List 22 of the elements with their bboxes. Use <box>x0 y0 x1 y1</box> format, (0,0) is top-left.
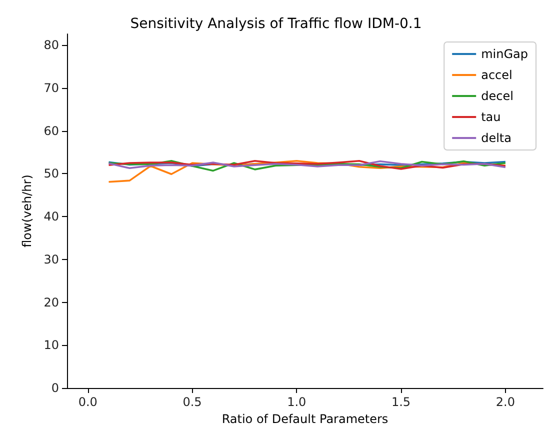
y-tick-label: 0 <box>51 381 59 395</box>
y-tick-label: 40 <box>44 210 59 224</box>
chart-title: Sensitivity Analysis of Traffic flow IDM-0.1 <box>130 16 422 32</box>
legend-label: delta <box>481 131 512 145</box>
legend-label: tau <box>481 110 501 124</box>
y-tick-label: 70 <box>44 81 59 95</box>
y-tick-label: 50 <box>44 166 59 181</box>
x-tick-label: 0.5 <box>182 395 202 409</box>
y-tick-label: 10 <box>44 338 59 352</box>
y-tick-label: 80 <box>44 38 59 52</box>
x-tick-label: 2.0 <box>496 395 515 409</box>
y-axis-title: flow(veh/hr) <box>20 174 34 248</box>
legend-label: decel <box>481 89 514 103</box>
legend-label: accel <box>481 68 512 82</box>
x-tick-label: 1.5 <box>391 395 411 409</box>
y-tick-label: 20 <box>44 295 59 310</box>
y-tick-label: 30 <box>44 252 59 266</box>
x-tick-label: 0.0 <box>78 395 98 409</box>
x-tick-label: 1.0 <box>287 395 306 409</box>
y-tick-label: 60 <box>44 124 59 138</box>
x-axis-title: Ratio of Default Parameters <box>222 412 388 426</box>
legend-label: minGap <box>481 47 528 61</box>
